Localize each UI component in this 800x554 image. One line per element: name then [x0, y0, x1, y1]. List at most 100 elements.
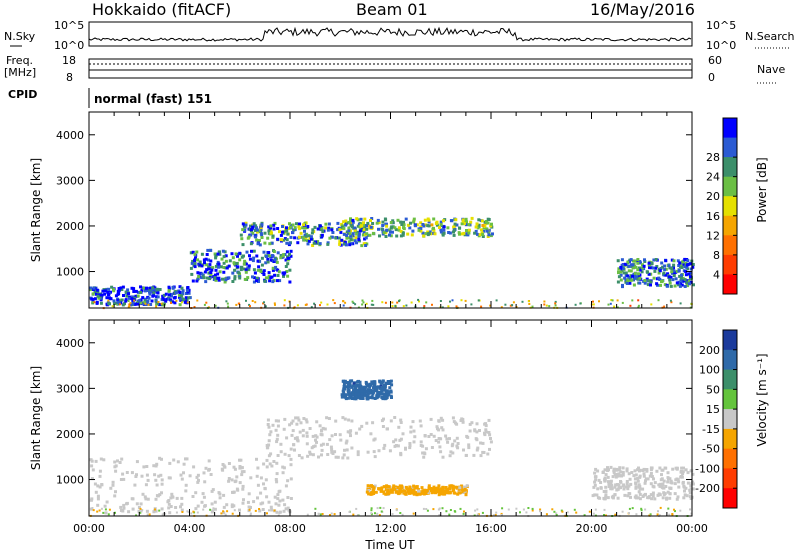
data-cell [408, 446, 412, 450]
data-cell [636, 277, 640, 281]
data-cell [167, 289, 171, 293]
data-cell [645, 469, 649, 473]
data-cell [325, 416, 329, 420]
colorbar-swatch [723, 254, 737, 275]
data-cell [688, 282, 691, 286]
data-cell [389, 389, 393, 393]
data-cell [396, 218, 400, 222]
data-cell [231, 280, 235, 283]
data-cell [263, 487, 267, 491]
data-cell [236, 265, 240, 269]
ground-scatter-cell [543, 303, 546, 306]
data-cell [285, 270, 289, 273]
data-cell [193, 259, 196, 263]
ground-scatter-cell [531, 305, 534, 308]
data-cell [617, 270, 620, 274]
data-cell [100, 483, 104, 486]
data-cell [667, 275, 671, 279]
data-cell [369, 225, 373, 229]
data-cell [451, 484, 455, 488]
data-cell [414, 485, 418, 489]
data-cell [223, 250, 227, 254]
data-cell [233, 467, 237, 471]
data-cell [218, 492, 222, 496]
data-cell [370, 380, 374, 384]
data-cell [345, 448, 349, 452]
data-cell [372, 438, 376, 442]
data-cell [183, 300, 187, 304]
data-cell [152, 464, 156, 468]
data-cell [238, 508, 241, 512]
data-cell [169, 292, 173, 296]
data-cell [649, 266, 653, 270]
data-cell [489, 437, 492, 440]
data-cell [209, 248, 213, 252]
data-cell [393, 226, 397, 230]
data-cell [282, 427, 286, 431]
data-cell [420, 486, 424, 490]
data-cell [489, 234, 493, 238]
data-cell [107, 287, 111, 291]
data-cell [592, 485, 596, 489]
ground-scatter-cell [144, 302, 147, 305]
data-cell [684, 486, 688, 490]
data-cell [178, 303, 182, 307]
ground-scatter-cell [583, 514, 586, 517]
ground-scatter-cell [332, 299, 335, 302]
data-cell [427, 486, 431, 489]
data-cell [672, 259, 676, 263]
data-cell [369, 432, 373, 436]
x-tick-label: 00:00 [676, 522, 708, 535]
data-cell [241, 487, 245, 491]
data-cell [271, 266, 275, 270]
ground-scatter-cell [551, 508, 554, 511]
ground-scatter-cell [273, 509, 276, 512]
ground-scatter-cell [116, 303, 119, 306]
data-cell [627, 472, 631, 476]
data-cell [276, 237, 280, 241]
ground-scatter-cell [668, 513, 671, 516]
data-cell [464, 223, 468, 227]
data-cell [286, 255, 289, 259]
data-cell [487, 418, 491, 422]
data-cell [246, 276, 250, 280]
data-cell [363, 387, 367, 391]
data-cell [114, 464, 118, 468]
data-cell [371, 222, 375, 225]
data-cell [207, 258, 210, 262]
ground-scatter-cell [640, 509, 643, 512]
data-cell [241, 228, 245, 232]
data-cell [607, 485, 611, 489]
data-cell [633, 271, 637, 275]
data-cell [330, 448, 334, 452]
data-cell [267, 225, 271, 229]
data-cell [650, 262, 654, 266]
data-cell [160, 303, 164, 307]
data-cell [195, 475, 199, 479]
data-cell [101, 289, 105, 293]
data-cell [326, 228, 330, 232]
data-cell [189, 266, 193, 270]
data-cell [150, 299, 154, 303]
data-cell [378, 234, 381, 238]
data-cell [421, 451, 425, 455]
data-cell [651, 494, 655, 498]
data-cell [377, 449, 381, 453]
data-cell [110, 285, 114, 289]
colorbar-tick-label: 200 [699, 344, 720, 357]
data-cell [336, 228, 340, 232]
x-tick-label: 00:00 [73, 522, 105, 535]
data-cell [295, 222, 298, 226]
data-cell [227, 264, 231, 268]
data-cell [357, 238, 361, 241]
data-cell [472, 453, 476, 457]
ground-scatter-cell [372, 303, 375, 306]
data-cell [644, 477, 648, 481]
data-cell [253, 229, 257, 232]
data-cell [343, 379, 347, 383]
data-cell [390, 490, 394, 494]
data-cell [89, 507, 93, 511]
ground-scatter-cell [607, 303, 610, 306]
data-cell [356, 230, 359, 234]
data-cell [412, 220, 416, 224]
